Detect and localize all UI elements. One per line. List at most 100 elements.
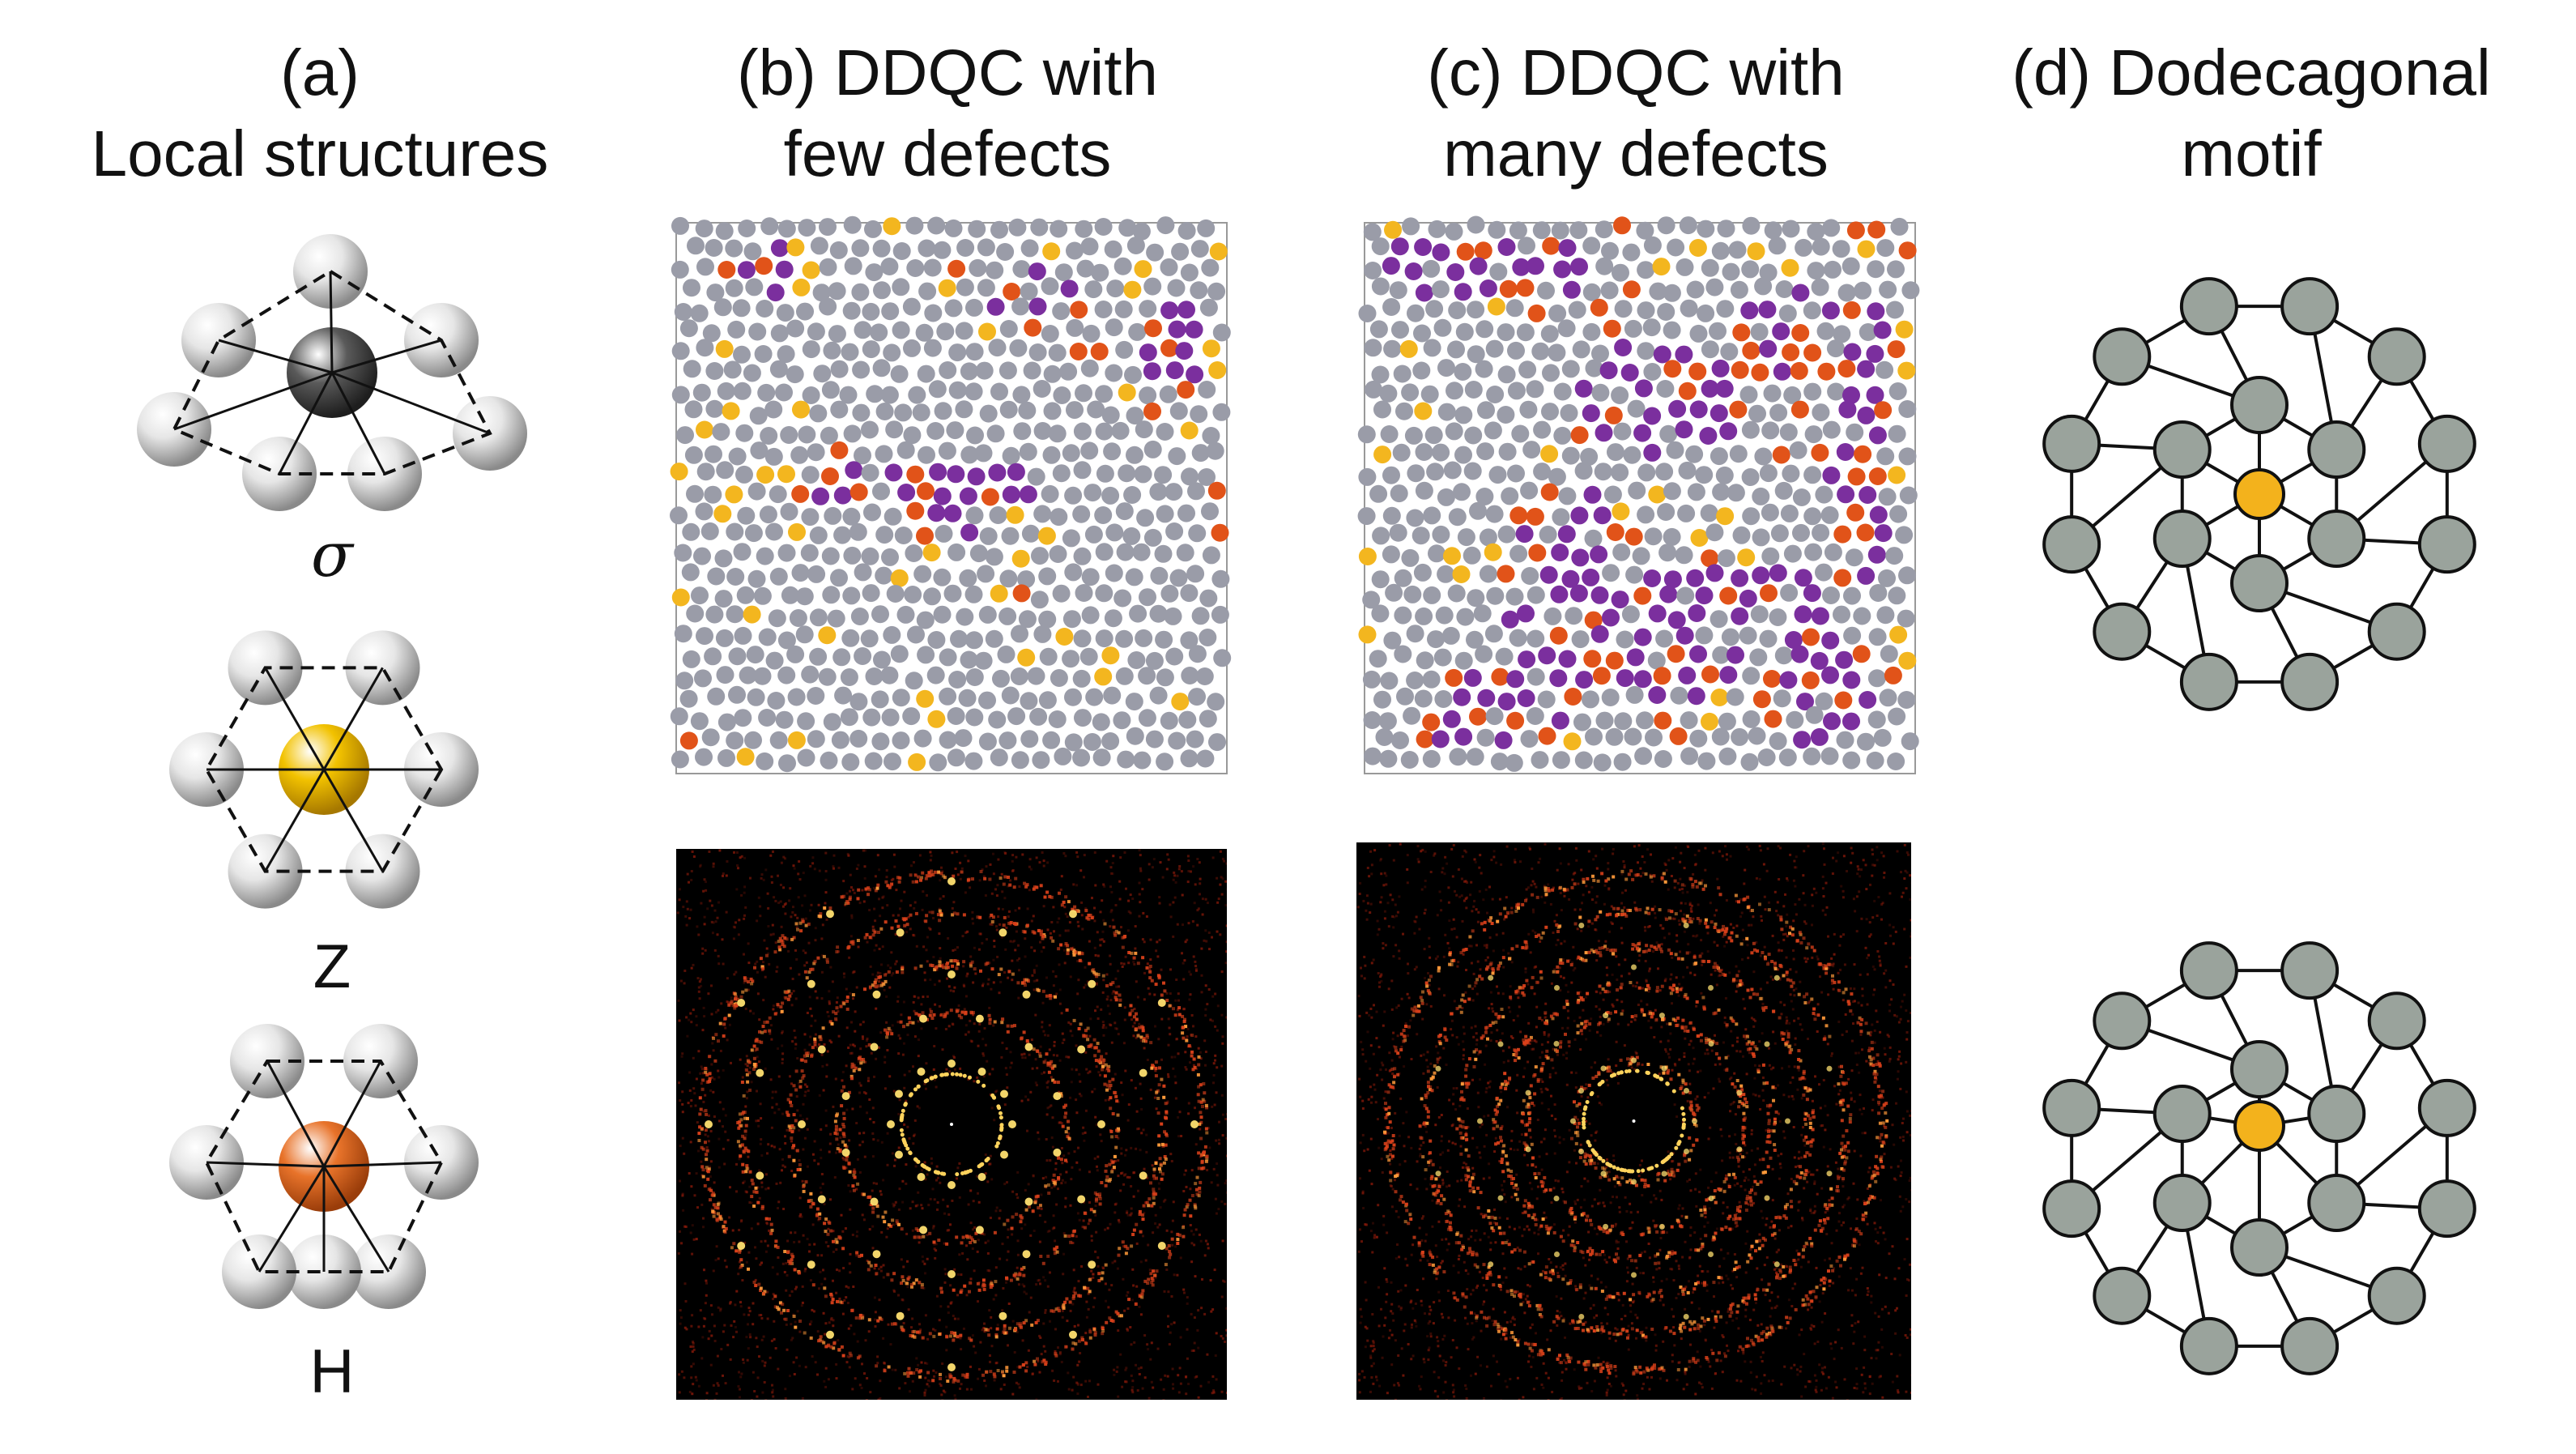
diffraction-noise: [1038, 861, 1041, 864]
diffraction-noise: [837, 1010, 840, 1013]
gray-particle: [939, 687, 957, 706]
h-particle: [1834, 691, 1853, 710]
diffraction-ring-speckle: [993, 1020, 997, 1024]
gray-particle: [767, 692, 786, 710]
z-particle: [1358, 548, 1377, 565]
diffraction-noise: [770, 1126, 773, 1129]
diffraction-noise: [1025, 1292, 1028, 1295]
diffraction-noise: [973, 1226, 977, 1229]
diffraction-noise: [723, 1162, 726, 1166]
diffraction-noise: [988, 1269, 991, 1273]
diffraction-ring-speckle: [736, 1140, 740, 1144]
diffraction-noise: [1192, 955, 1195, 958]
diffraction-noise: [757, 1124, 760, 1128]
diffraction-noise: [1122, 962, 1126, 966]
z-particle: [696, 420, 713, 439]
diffraction-ring-speckle: [859, 1061, 863, 1065]
diffraction-noise: [861, 1362, 863, 1366]
diffraction-ring-speckle: [747, 1060, 752, 1064]
diffraction-noise: [893, 1203, 896, 1206]
gray-particle: [1595, 711, 1614, 730]
diffraction-noise: [735, 1330, 738, 1333]
diffraction-ring-speckle: [902, 1025, 905, 1029]
diffraction-noise: [1045, 1081, 1049, 1085]
gray-particle: [918, 282, 937, 301]
gray-particle: [969, 544, 988, 563]
diffraction-noise: [761, 1391, 764, 1394]
diffraction-noise: [967, 1203, 970, 1206]
diffraction-ring-speckle: [1094, 972, 1098, 976]
diffraction-noise: [764, 1250, 768, 1253]
h-particle: [1570, 426, 1589, 445]
gray-particle: [1540, 325, 1559, 343]
gray-particle: [861, 547, 879, 565]
diffraction-noise: [743, 856, 747, 859]
diffraction-ring-speckle: [1097, 1060, 1101, 1064]
diffraction-ring-speckle: [1041, 989, 1045, 993]
diffraction-noise: [1016, 1170, 1020, 1174]
gray-particle: [1191, 607, 1210, 625]
gray-particle: [687, 237, 705, 255]
gray-particle: [1043, 402, 1062, 420]
diffraction-noise: [848, 956, 851, 959]
diffraction-noise: [926, 995, 929, 998]
diffraction-noise: [680, 1055, 683, 1058]
diffraction-noise: [851, 971, 854, 974]
diffraction-noise: [760, 1338, 764, 1341]
diffraction-noise: [1088, 1070, 1092, 1073]
diffraction-noise: [1097, 1071, 1101, 1074]
diffraction-noise: [747, 962, 751, 965]
diffraction-noise: [913, 1035, 917, 1038]
diffraction-noise: [822, 1089, 825, 1092]
diffraction-noise: [1138, 849, 1141, 852]
diffraction-noise: [695, 1077, 698, 1081]
gray-particle: [1027, 667, 1045, 685]
z-particle: [1209, 242, 1228, 261]
diffraction-noise: [904, 1382, 907, 1385]
gray-particle: [1467, 301, 1485, 319]
diffraction-ring-speckle: [750, 1195, 754, 1199]
diffraction-noise: [1105, 1026, 1108, 1030]
gray-particle: [716, 666, 734, 684]
diffraction-ring-speckle: [1006, 1030, 1010, 1034]
diffraction-ring-speckle: [831, 1298, 835, 1302]
diffraction-ring-speckle: [969, 1241, 973, 1244]
sigma-particle: [1663, 570, 1682, 589]
diffraction-noise: [926, 1234, 929, 1237]
diffraction-noise: [979, 1341, 982, 1344]
diffraction-noise: [989, 863, 992, 866]
h-particle: [1069, 343, 1088, 360]
diffraction-noise: [1042, 1345, 1045, 1348]
diffraction-noise: [986, 1239, 990, 1243]
gray-particle: [1207, 693, 1225, 711]
gray-particle: [1783, 386, 1802, 404]
gray-particle: [1783, 544, 1802, 563]
diffraction-noise: [1136, 996, 1139, 999]
gray-particle: [958, 689, 977, 707]
diffraction-noise: [871, 1225, 875, 1228]
gray-particle: [1202, 546, 1220, 565]
diffraction-ring-speckle: [900, 1325, 904, 1329]
diffraction-ring-speckle: [1108, 1086, 1112, 1090]
diffraction-noise: [772, 1008, 775, 1011]
diffraction-noise: [754, 1246, 756, 1249]
diffraction-noise: [802, 872, 805, 875]
gray-particle: [1032, 751, 1050, 770]
diffraction-noise: [762, 1335, 765, 1338]
diffraction-noise: [775, 970, 778, 973]
diffraction-ring-speckle: [743, 1129, 747, 1133]
diffraction-noise: [1126, 1213, 1130, 1217]
h-particle: [1803, 343, 1822, 362]
gray-particle: [1371, 570, 1390, 589]
diffraction-ring-speckle: [834, 1128, 838, 1132]
diffraction-noise: [1071, 1388, 1074, 1392]
diffraction-noise: [911, 1317, 914, 1320]
diffraction-noise: [871, 973, 875, 976]
diffraction-noise: [685, 923, 688, 927]
gray-particle: [1041, 484, 1059, 503]
diffraction-ring-speckle: [760, 1205, 764, 1209]
diffraction-noise: [1007, 1250, 1010, 1253]
h-particle: [1422, 713, 1441, 731]
few-defects-diffraction: [676, 849, 1227, 1400]
diffraction-noise: [1182, 978, 1186, 981]
